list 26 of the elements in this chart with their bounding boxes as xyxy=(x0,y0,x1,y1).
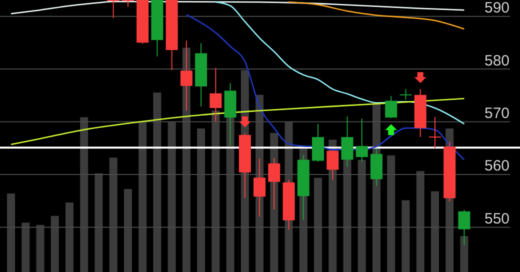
bar xyxy=(460,236,468,272)
bar xyxy=(197,128,206,272)
bar xyxy=(314,178,322,272)
bar xyxy=(124,189,132,272)
bar xyxy=(80,117,88,272)
bar xyxy=(36,224,44,272)
bar xyxy=(109,158,118,272)
bar xyxy=(94,173,103,272)
bar xyxy=(168,122,176,272)
bar xyxy=(402,200,410,272)
bar xyxy=(65,202,74,272)
y-tick-label: 560 xyxy=(484,158,510,175)
bar xyxy=(416,171,424,272)
y-tick-label: 570 xyxy=(484,105,510,122)
bar xyxy=(153,92,162,272)
bar xyxy=(50,216,59,272)
bar xyxy=(7,193,15,272)
y-tick-label: 590 xyxy=(484,0,510,17)
bar xyxy=(138,122,147,272)
bar xyxy=(387,155,396,272)
bar xyxy=(430,191,439,272)
bar xyxy=(22,222,30,272)
y-tick-label: 580 xyxy=(484,52,510,70)
bar xyxy=(358,160,366,272)
bar xyxy=(212,110,220,272)
y-tick-label: 550 xyxy=(484,210,510,228)
